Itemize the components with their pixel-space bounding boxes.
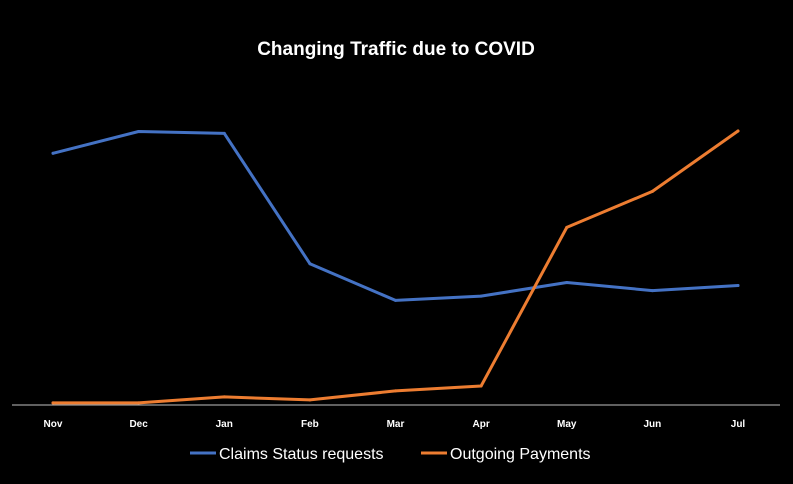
x-tick-label-jul: Jul	[731, 419, 746, 430]
data-point-claims-status-requests-may	[565, 281, 569, 284]
legend-label-claims-status: Claims Status requests	[219, 446, 384, 463]
data-point-outgoing-payments-jun	[650, 189, 654, 193]
data-point-claims-status-requests-mar	[394, 298, 397, 302]
legend: Claims Status requests Outgoing Payments	[190, 446, 591, 463]
data-point-outgoing-payments-feb	[308, 398, 312, 402]
data-point-claims-status-requests-jan	[222, 131, 226, 135]
legend-item-outgoing-payments: Outgoing Payments	[421, 446, 591, 463]
data-point-claims-status-requests-nov	[51, 151, 55, 155]
plot-area	[51, 129, 740, 405]
x-tick-label-feb: Feb	[301, 419, 319, 430]
x-tick-label-jan: Jan	[216, 419, 233, 430]
data-point-claims-status-requests-apr	[479, 294, 483, 298]
data-point-claims-status-requests-jul	[736, 284, 740, 287]
legend-item-claims-status: Claims Status requests	[190, 446, 384, 463]
x-tick-label-dec: Dec	[129, 419, 148, 430]
data-point-outgoing-payments-apr	[479, 384, 483, 388]
data-point-outgoing-payments-nov	[51, 401, 55, 405]
x-tick-label-apr: Apr	[473, 419, 490, 430]
x-tick-label-jun: Jun	[643, 419, 661, 430]
data-point-outgoing-payments-jul	[736, 129, 740, 133]
data-point-outgoing-payments-may	[565, 225, 569, 229]
x-tick-label-may: May	[557, 419, 577, 430]
legend-label-outgoing-payments: Outgoing Payments	[450, 446, 591, 463]
data-point-outgoing-payments-mar	[394, 389, 397, 393]
x-tick-label-nov: Nov	[44, 419, 63, 430]
x-axis-tick-labels: Nov Dec Jan Feb Mar Apr May Jun Jul	[44, 419, 746, 430]
chart-title: Changing Traffic due to COVID	[257, 39, 535, 60]
data-point-outgoing-payments-dec	[137, 401, 141, 405]
data-point-claims-status-requests-dec	[137, 130, 141, 133]
data-point-claims-status-requests-jun	[650, 289, 654, 293]
data-point-claims-status-requests-feb	[308, 262, 312, 266]
x-tick-label-mar: Mar	[387, 419, 405, 430]
data-point-outgoing-payments-jan	[222, 395, 226, 399]
